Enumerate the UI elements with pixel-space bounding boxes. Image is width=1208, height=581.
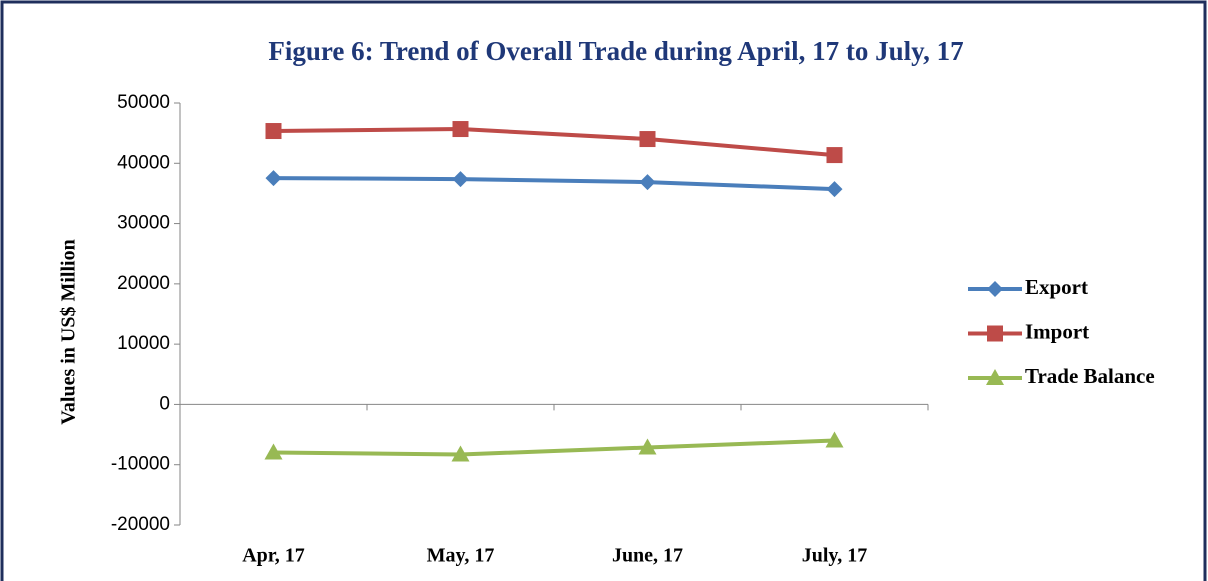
legend-marker [987, 281, 1003, 297]
series-line [273, 127, 835, 158]
legend-marker [986, 369, 1004, 385]
y-tick-label: 30000 [117, 213, 170, 234]
y-tick-label: 10000 [117, 333, 170, 354]
x-tick-label: June, 17 [612, 545, 683, 567]
data-point [826, 181, 843, 198]
data-point [264, 443, 283, 460]
x-tick-label: Apr, 17 [242, 545, 305, 567]
data-point [265, 123, 282, 140]
x-tick-label: May, 17 [427, 545, 495, 567]
data-point [638, 438, 657, 455]
y-tick-label: -20000 [111, 514, 170, 535]
data-point [452, 171, 469, 188]
legend-label: Export [1025, 275, 1088, 299]
series-line [273, 438, 835, 457]
y-tick-label: -10000 [111, 454, 170, 475]
series-line [273, 176, 835, 192]
data-point [639, 131, 656, 148]
y-tick-label: 20000 [117, 273, 170, 294]
legend-label: Trade Balance [1025, 364, 1155, 388]
data-point [265, 170, 282, 187]
legend-label: Import [1025, 319, 1089, 343]
data-point [452, 121, 469, 138]
y-tick-label: 40000 [117, 152, 170, 173]
x-tick-label: July, 17 [802, 545, 868, 567]
y-axis-title: Values in US$ Million [58, 239, 80, 424]
chart-title: Figure 6: Trend of Overall Trade during … [268, 36, 963, 66]
data-point [825, 431, 844, 448]
y-tick-label: 0 [159, 393, 170, 414]
y-tick-label: 50000 [117, 92, 170, 113]
data-point [639, 174, 656, 191]
data-point [826, 147, 843, 164]
legend-marker [987, 325, 1003, 342]
data-point [451, 445, 470, 462]
